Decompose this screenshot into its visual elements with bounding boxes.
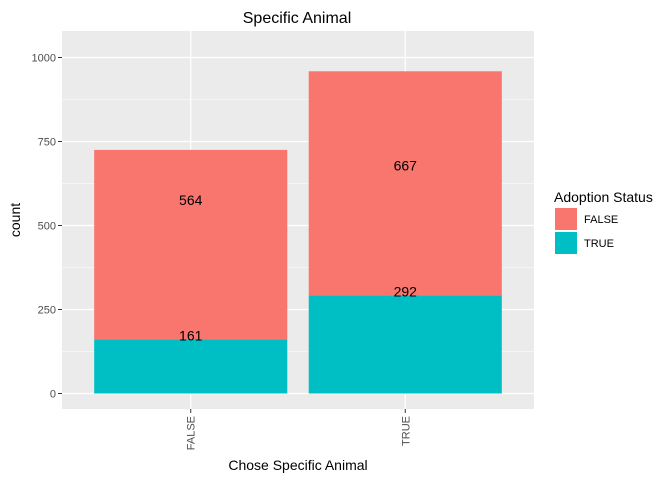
data-label: 161 (179, 327, 203, 343)
legend-key-true (555, 232, 577, 254)
data-label: 292 (394, 283, 418, 299)
legend-label: FALSE (584, 214, 618, 226)
legend: Adoption Status FALSE TRUE (554, 189, 653, 254)
x-axis: FALSE TRUE (186, 409, 412, 450)
bar-false-false (94, 149, 288, 340)
bar-true-false (308, 71, 502, 296)
y-tick-label: 750 (38, 137, 56, 149)
bar-true-true (308, 295, 502, 394)
data-labels: 161 564 292 667 (179, 157, 417, 343)
data-label: 667 (394, 157, 418, 173)
y-tick-label: 1000 (32, 53, 56, 65)
legend-items: FALSE TRUE (555, 208, 618, 254)
y-tick-label: 250 (38, 305, 56, 317)
y-axis-label: count (7, 203, 23, 237)
x-tick-label: TRUE (400, 416, 412, 446)
legend-key-false (555, 208, 577, 230)
x-tick-label: FALSE (186, 416, 198, 450)
x-axis-label: Chose Specific Animal (228, 457, 367, 473)
y-tick-label: 0 (50, 389, 56, 401)
bars (94, 71, 502, 394)
legend-title: Adoption Status (554, 189, 653, 205)
y-axis: 0 250 500 750 1000 (32, 53, 62, 401)
chart-title: Specific Animal (243, 10, 352, 27)
legend-label: TRUE (584, 238, 614, 250)
bar-false-true (94, 339, 288, 394)
data-label: 564 (179, 192, 203, 208)
y-tick-label: 500 (38, 221, 56, 233)
